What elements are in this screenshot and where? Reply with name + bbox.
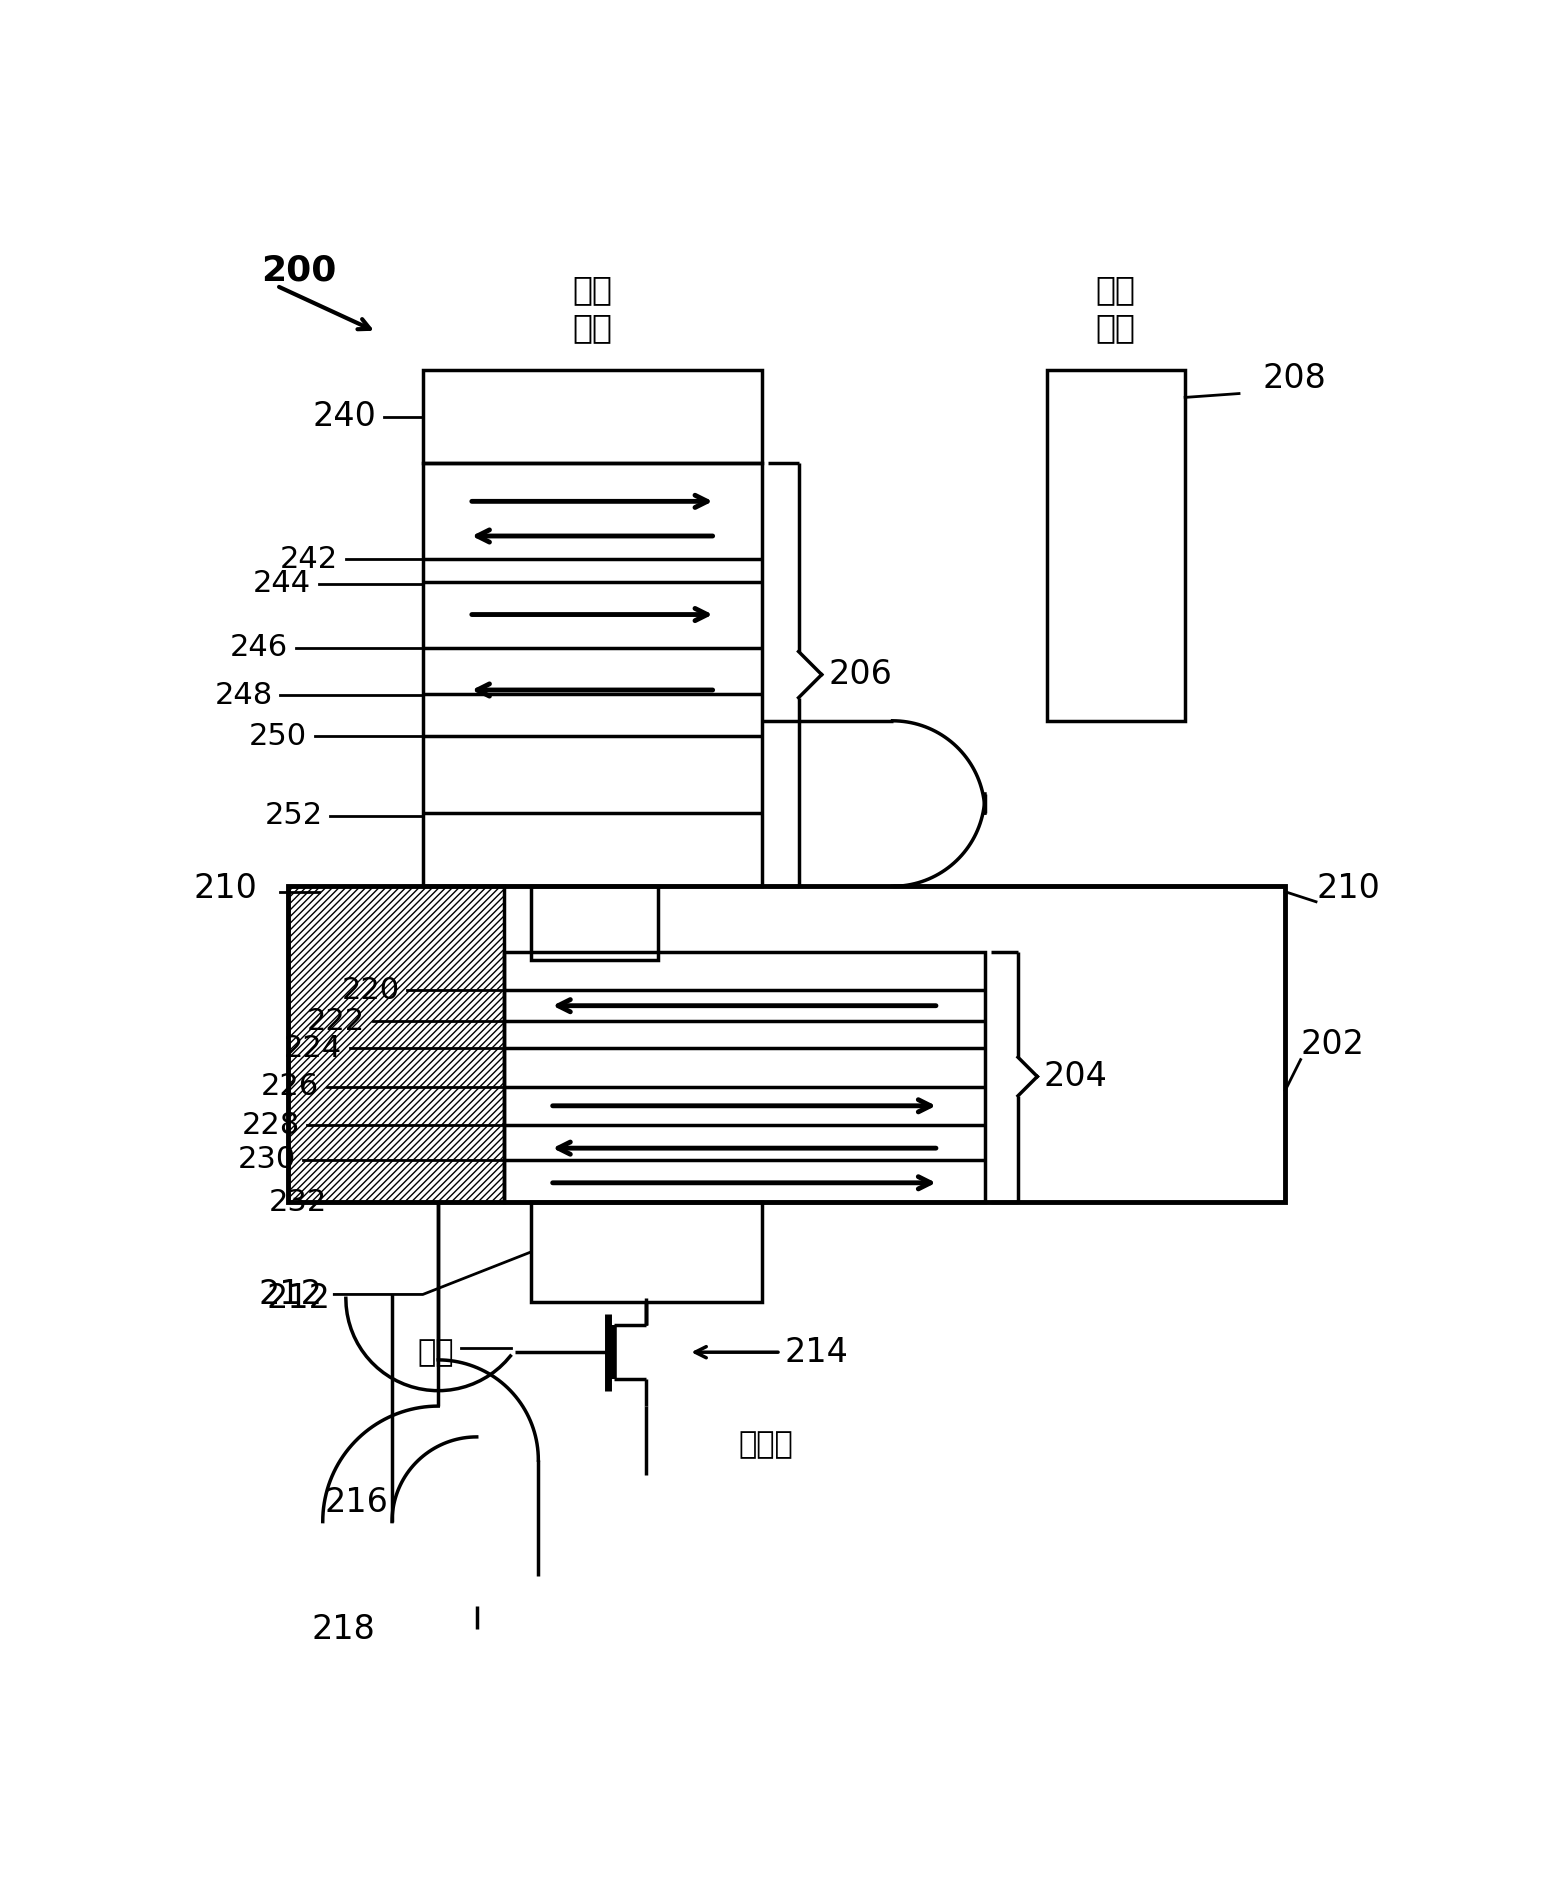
Text: 222: 222 (307, 1007, 365, 1036)
Text: 写入: 写入 (1096, 312, 1136, 344)
Text: 248: 248 (214, 680, 272, 711)
Bar (423, 370, 762, 464)
Text: 226: 226 (261, 1072, 319, 1102)
Bar (504, 952, 984, 1203)
Text: 246: 246 (230, 633, 288, 663)
Bar (531, 885, 657, 960)
Text: 218: 218 (311, 1613, 376, 1645)
Text: 204: 204 (1044, 1060, 1108, 1092)
Text: 位线: 位线 (573, 274, 612, 306)
Text: 220: 220 (341, 977, 399, 1005)
Text: 208: 208 (1261, 361, 1326, 395)
Text: 250: 250 (249, 722, 307, 750)
Text: 224: 224 (283, 1034, 343, 1062)
Bar (288, 885, 504, 1203)
Bar (531, 1203, 762, 1302)
Text: 源极线: 源极线 (739, 1431, 793, 1459)
Text: 230: 230 (238, 1146, 296, 1174)
Text: 210: 210 (194, 872, 257, 904)
Bar (288, 885, 1285, 1203)
Text: 读取: 读取 (573, 312, 612, 344)
Text: 242: 242 (280, 545, 338, 574)
Text: 字线: 字线 (418, 1338, 454, 1366)
Text: 206: 206 (828, 657, 892, 692)
Text: 252: 252 (264, 802, 322, 830)
Text: 210: 210 (1316, 872, 1380, 904)
Text: 244: 244 (254, 570, 311, 598)
Text: 202: 202 (1301, 1028, 1365, 1060)
Text: 212: 212 (266, 1282, 330, 1315)
Bar (1047, 370, 1185, 720)
Text: 216: 216 (324, 1486, 388, 1518)
Text: 200: 200 (261, 253, 336, 287)
Text: 位线: 位线 (1096, 274, 1136, 306)
Text: 232: 232 (268, 1188, 327, 1216)
Text: 240: 240 (313, 401, 377, 433)
Bar (423, 464, 762, 885)
Text: 212: 212 (258, 1279, 322, 1311)
Text: 228: 228 (241, 1110, 299, 1140)
Text: 214: 214 (784, 1336, 848, 1368)
